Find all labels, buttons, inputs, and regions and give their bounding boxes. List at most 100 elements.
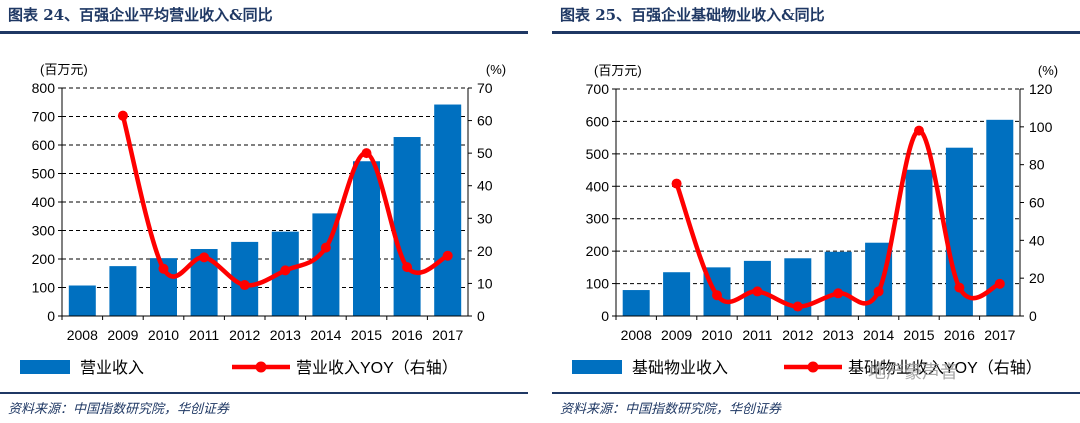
x-tick-label: 2013: [823, 327, 854, 343]
x-tick-label: 2011: [742, 327, 772, 343]
y-right-tick-label: 30: [477, 210, 493, 226]
y-right-tick-label: 70: [477, 80, 493, 96]
y-left-tick-label: 300: [32, 223, 56, 239]
bar: [905, 169, 933, 316]
yoy-line: [674, 128, 1001, 309]
source-note: 资料来源：中国指数研究院，华创证券: [8, 402, 230, 417]
y-left-tick-label: 700: [32, 109, 56, 125]
bar: [434, 104, 462, 316]
y-right-tick-label: 20: [1029, 270, 1045, 286]
yoy-point: [914, 125, 924, 136]
y-left-tick-label: 400: [586, 178, 610, 194]
chart-panel-right: 图表 25、百强企业基础物业收入&同比 (百万元) (%) 0 100 200 300 40…: [552, 0, 1080, 423]
x-tick-label: 2010: [701, 327, 732, 343]
y-right-tick-label: 120: [1029, 81, 1053, 97]
y-axis-right-unit: (%): [1038, 63, 1058, 78]
legend-label-bar: 基础物业收入: [632, 359, 728, 377]
y-right-tick-label: 40: [1029, 232, 1045, 248]
yoy-point: [158, 263, 169, 274]
y-right-tick-label: 0: [1029, 308, 1037, 324]
yoy-point: [320, 242, 331, 253]
combo-chart-revenue: (百万元) (%) 0 100 200 300 400 500 600 700 800 0 10 20 30…: [20, 62, 506, 377]
yoy-point: [199, 252, 210, 263]
legend-label-line: 基础物业收入YOY（右轴）: [848, 359, 1042, 377]
bar: [68, 285, 96, 316]
y-axis-right-unit: (%): [486, 62, 506, 77]
y-right-tick-label: 100: [1029, 119, 1053, 135]
watermark: 地产豪声音: [868, 362, 958, 383]
legend-label-bar: 营业收入: [80, 359, 144, 377]
legend-swatch-marker: [807, 361, 819, 373]
title-rule: [552, 31, 1080, 34]
y-right-tick-label: 50: [477, 145, 493, 161]
yoy-point: [954, 282, 965, 293]
y-left-tick-label: 500: [32, 166, 56, 182]
y-left-tick-label: 500: [586, 146, 610, 162]
y-right-tick-label: 80: [1029, 157, 1045, 173]
x-tick-label: 2009: [661, 327, 692, 343]
legend-swatch-bar: [572, 360, 622, 374]
source-note: 资料来源：中国指数研究院，华创证券: [560, 402, 782, 417]
x-tick-label: 2011: [189, 327, 219, 343]
x-tick-label: 2013: [270, 327, 301, 343]
x-tick-label: 2012: [782, 327, 813, 343]
y-right-tick-label: 60: [477, 113, 493, 129]
yoy-point: [712, 290, 722, 301]
x-tick-label: 2017: [984, 327, 1015, 343]
y-right-tick-label: 20: [477, 243, 493, 259]
title-rule: [0, 31, 528, 34]
y-axis-left-unit: (百万元): [594, 63, 642, 78]
yoy-point: [671, 178, 682, 189]
y-left-tick-label: 200: [586, 243, 610, 259]
y-left-tick-label: 600: [32, 137, 56, 153]
y-left-tick-label: 300: [586, 211, 610, 227]
bar: [622, 290, 650, 316]
yoy-point: [752, 286, 763, 297]
legend-swatch-marker: [255, 361, 267, 373]
yoy-point: [239, 280, 250, 291]
x-tick-label: 2014: [863, 327, 894, 343]
x-tick-label: 2008: [67, 327, 98, 343]
yoy-point: [361, 148, 372, 159]
y-axis-left-unit: (百万元): [40, 62, 88, 77]
x-tick-label: 2015: [351, 327, 382, 343]
y-right-tick-label: 10: [477, 275, 493, 291]
bar: [109, 266, 137, 316]
y-left-tick-label: 600: [586, 113, 610, 129]
x-tick-label: 2010: [148, 327, 179, 343]
x-tick-label: 2014: [310, 327, 341, 343]
x-tick-label: 2016: [392, 327, 423, 343]
y-left-tick-label: 100: [32, 280, 56, 296]
y-left-tick-label: 100: [586, 276, 610, 292]
source-rule: [552, 392, 1080, 394]
legend-swatch-bar: [20, 360, 70, 374]
y-left-tick-label: 400: [32, 194, 56, 210]
yoy-point: [402, 262, 413, 273]
y-left-tick-label: 0: [601, 308, 609, 324]
y-left-tick-label: 0: [47, 308, 55, 324]
x-tick-label: 2017: [432, 327, 463, 343]
x-tick-label: 2012: [229, 327, 260, 343]
yoy-point: [873, 286, 884, 297]
y-right-tick-label: 60: [1029, 195, 1045, 211]
x-tick-label: 2009: [107, 327, 138, 343]
bar: [393, 137, 421, 316]
chart-title: 图表 24、百强企业平均营业收入&同比: [8, 6, 273, 24]
y-left-tick-label: 800: [32, 80, 56, 96]
y-left-tick-label: 200: [32, 251, 56, 267]
yoy-point: [994, 278, 1005, 289]
source-rule: [0, 392, 528, 394]
yoy-point: [792, 301, 803, 312]
legend-label-line: 营业收入YOY（右轴）: [296, 359, 458, 377]
yoy-point: [833, 288, 844, 299]
yoy-point: [117, 110, 128, 121]
bar: [824, 251, 852, 316]
y-right-tick-label: 40: [477, 178, 493, 194]
yoy-point: [280, 265, 291, 276]
x-tick-label: 2008: [621, 327, 652, 343]
bar: [663, 272, 691, 316]
chart-panel-left: 图表 24、百强企业平均营业收入&同比 (百万元) (%) 0 100 200 300 40…: [0, 0, 528, 423]
bar: [353, 161, 380, 316]
yoy-point: [442, 250, 453, 261]
y-left-tick-label: 700: [586, 81, 610, 97]
